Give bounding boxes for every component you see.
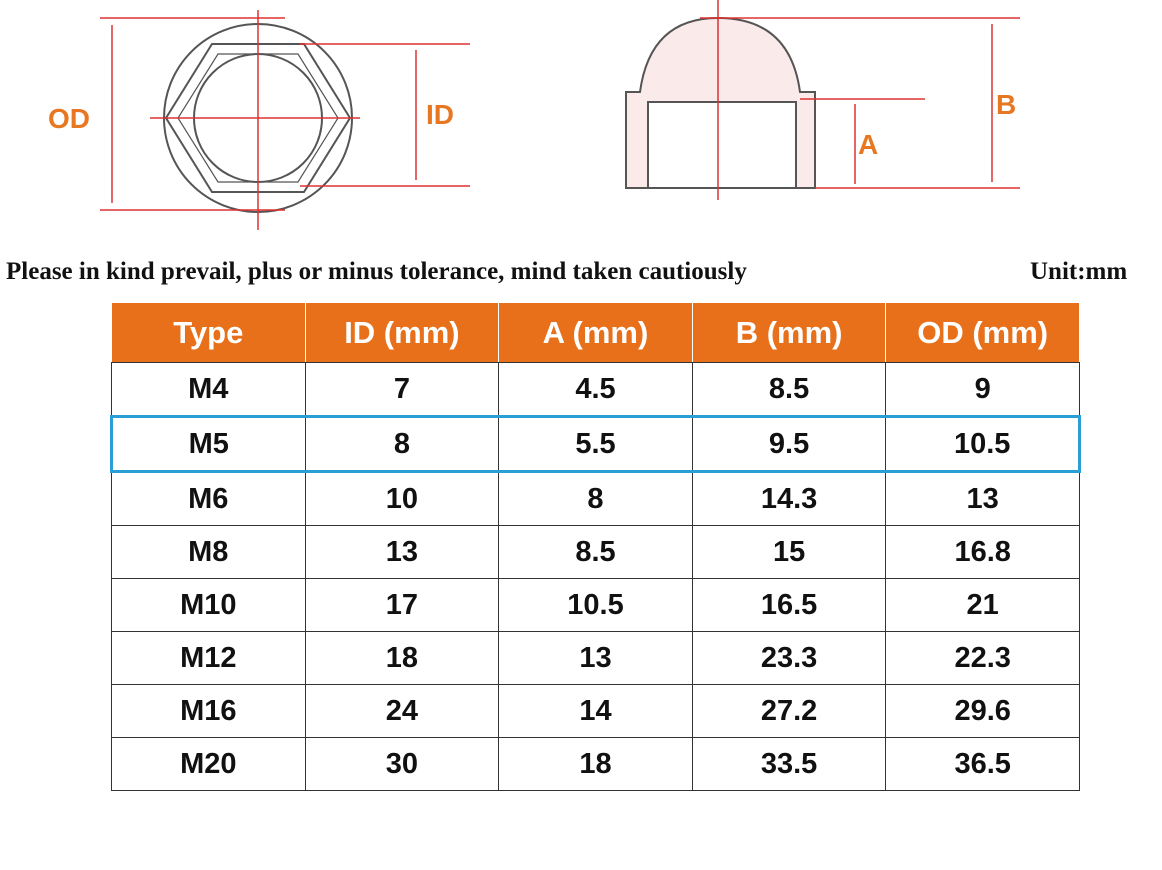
table-cell: 8.5	[498, 525, 693, 579]
table-cell: 10.5	[498, 578, 693, 632]
table-cell: 21	[885, 578, 1080, 632]
table-cell: 23.3	[691, 631, 887, 685]
table-cell: 7	[304, 362, 500, 417]
table-cell: 8.5	[691, 362, 887, 417]
header-cell: A (mm)	[498, 302, 693, 363]
header-cell: Type	[111, 302, 306, 363]
table-cell: 9	[885, 362, 1080, 417]
table-cell: 14.3	[691, 471, 887, 526]
table-cell: 16.8	[885, 525, 1080, 579]
table-row: M6 10 8 14.3 13	[111, 471, 1080, 526]
unit: Unit:mm	[1030, 258, 1128, 285]
table-cell: 8	[498, 471, 693, 526]
table-cell: M16	[111, 684, 306, 738]
spec-table: Type ID (mm) A (mm) B (mm) OD (mm) M4 7 4.5 8.5…	[110, 302, 1081, 791]
table-row: M5 8 5.5 9.5 10.5	[110, 415, 1081, 473]
table-cell: M20	[111, 737, 306, 791]
table-cell: M8	[111, 525, 306, 579]
table-row: M16 24 14 27.2 29.6	[111, 684, 1080, 738]
table-cell: 29.6	[885, 684, 1080, 738]
table-cell: 5.5	[498, 415, 693, 473]
table-cell: 10.5	[885, 415, 1081, 473]
table-cell: 27.2	[691, 684, 887, 738]
table-cell: 8	[304, 415, 500, 473]
header-cell: OD (mm)	[885, 302, 1080, 363]
table-cell: 13	[304, 525, 500, 579]
table-cell: M10	[111, 578, 306, 632]
table-row: M10 17 10.5 16.5 21	[111, 578, 1080, 632]
table-cell: 9.5	[691, 415, 887, 473]
diagrams: OD ID A B	[48, 0, 1020, 230]
table-cell: 33.5	[691, 737, 887, 791]
table-cell: 15	[691, 525, 887, 579]
table-cell: 13	[498, 631, 693, 685]
header-cell: B (mm)	[691, 302, 887, 363]
table-cell: 18	[304, 631, 500, 685]
table-cell: 17	[304, 578, 500, 632]
side-view	[625, 0, 1020, 200]
table-cell: 14	[498, 684, 693, 738]
a-label: A	[858, 129, 878, 160]
table-cell: 30	[304, 737, 500, 791]
table-cell: 13	[885, 471, 1080, 526]
note: Please in kind prevail, plus or minus to…	[6, 258, 747, 285]
b-label: B	[996, 89, 1016, 120]
table-cell: 10	[304, 471, 500, 526]
table-cell: M5	[110, 415, 306, 473]
top-view	[100, 10, 470, 230]
table-row: M4 7 4.5 8.5 9	[111, 362, 1080, 417]
id-label: ID	[426, 99, 454, 130]
od-label: OD	[48, 103, 90, 134]
table-row: M20 30 18 33.5 36.5	[111, 737, 1080, 791]
table-cell: 24	[304, 684, 500, 738]
table-cell: M4	[111, 362, 306, 417]
table-row: M8 13 8.5 15 16.8	[111, 525, 1080, 579]
table-body: M4 7 4.5 8.5 9 M5 8 5.5 9.5 10.5 M6 10 8 14.3 13 M8 13 8.…	[110, 362, 1081, 791]
table-cell: 4.5	[498, 362, 693, 417]
table-cell: M12	[111, 631, 306, 685]
table-cell: M6	[111, 471, 306, 526]
header-cell: ID (mm)	[304, 302, 500, 363]
table-cell: 22.3	[885, 631, 1080, 685]
header-row: Type ID (mm) A (mm) B (mm) OD (mm)	[111, 302, 1080, 363]
table-row: M12 18 13 23.3 22.3	[111, 631, 1080, 685]
table-cell: 18	[498, 737, 693, 791]
table-cell: 36.5	[885, 737, 1080, 791]
table-cell: 16.5	[691, 578, 887, 632]
